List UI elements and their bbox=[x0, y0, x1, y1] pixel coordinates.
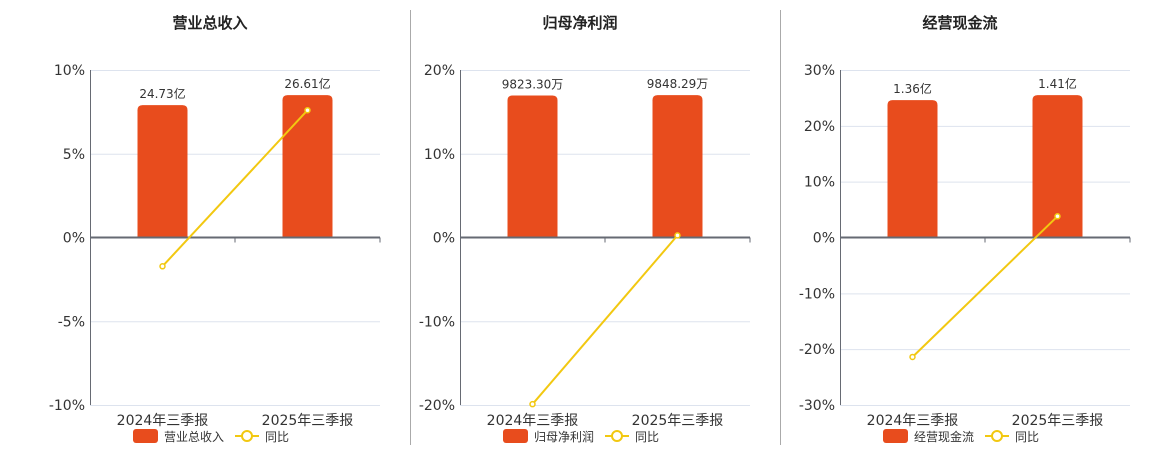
bar[interactable] bbox=[1032, 95, 1083, 238]
y-tick-label: 10% bbox=[424, 147, 455, 163]
yoy-point[interactable] bbox=[1054, 213, 1061, 220]
yoy-point[interactable] bbox=[159, 263, 166, 270]
yoy-point[interactable] bbox=[304, 106, 311, 114]
y-tick-label: 10% bbox=[804, 175, 835, 191]
legend-bar-label[interactable]: 经营现金流 bbox=[914, 429, 974, 444]
y-tick-label: -10% bbox=[419, 314, 455, 330]
y-tick-label: -20% bbox=[419, 398, 455, 414]
y-tick-label: -5% bbox=[58, 314, 85, 330]
legend-line-marker bbox=[611, 430, 623, 442]
legend-bar-label[interactable]: 归母净利润 bbox=[534, 430, 594, 444]
bar[interactable] bbox=[137, 105, 188, 238]
y-tick-label: 0% bbox=[813, 231, 835, 247]
legend-bar-label[interactable]: 营业总收入 bbox=[164, 430, 224, 444]
legend-bar-swatch[interactable] bbox=[503, 429, 528, 443]
y-tick-label: -10% bbox=[799, 286, 835, 302]
y-tick-label: 0% bbox=[63, 231, 85, 247]
x-tick-label: 2024年三季报 bbox=[867, 413, 959, 429]
bar[interactable] bbox=[282, 95, 333, 238]
bar-data-label: 1.36亿 bbox=[893, 81, 932, 96]
yoy-line bbox=[161, 109, 309, 267]
bar[interactable] bbox=[652, 95, 703, 238]
legend-bar-swatch[interactable] bbox=[883, 429, 908, 443]
chart-title: 经营现金流 bbox=[922, 14, 997, 32]
legend-line-label[interactable]: 同比 bbox=[635, 430, 659, 444]
bar-data-label: 24.73亿 bbox=[139, 86, 185, 101]
chart-panel: 经营现金流 30% 20% 10% 0% -10% -20% -30% 1.36亿 2024年三季… bbox=[799, 14, 1131, 444]
y-tick-label: 30% bbox=[804, 63, 835, 79]
y-tick-label: 20% bbox=[424, 63, 455, 79]
x-tick-label: 2025年三季报 bbox=[632, 413, 724, 429]
legend-bar-swatch[interactable] bbox=[133, 429, 158, 443]
y-tick-label: -30% bbox=[799, 398, 835, 414]
yoy-line bbox=[911, 215, 1059, 358]
legend-line-marker bbox=[991, 430, 1003, 442]
y-tick-label: 0% bbox=[433, 231, 455, 247]
x-tick-label: 2025年三季报 bbox=[262, 413, 354, 429]
y-tick-label: -20% bbox=[799, 342, 835, 358]
chart-title: 营业总收入 bbox=[172, 14, 247, 32]
bar-data-label: 9823.30万 bbox=[502, 77, 564, 91]
legend-line-label[interactable]: 同比 bbox=[265, 430, 289, 444]
x-tick-label: 2024年三季报 bbox=[487, 413, 579, 429]
chart-panel: 归母净利润 20% 10% 0% -10% -20% 9823.30万 2024年三季报 984… bbox=[419, 14, 751, 444]
chart-panel: 营业总收入 10% 5% 0% -5% -10% 24.73亿 2024年三季报 26.61亿 2… bbox=[49, 14, 381, 444]
legend-line-marker bbox=[241, 430, 253, 442]
bar-data-label: 9848.29万 bbox=[647, 77, 709, 91]
bar-data-label: 26.61亿 bbox=[284, 76, 330, 91]
y-tick-label: -10% bbox=[49, 398, 85, 414]
y-tick-label: 10% bbox=[54, 63, 85, 79]
legend-line-label[interactable]: 同比 bbox=[1015, 430, 1039, 444]
x-tick-label: 2024年三季报 bbox=[117, 413, 209, 429]
yoy-line bbox=[531, 234, 679, 405]
y-tick-label: 20% bbox=[804, 119, 835, 135]
y-tick-label: 5% bbox=[63, 147, 85, 163]
yoy-point[interactable] bbox=[909, 353, 916, 361]
yoy-point[interactable] bbox=[529, 400, 536, 408]
yoy-point[interactable] bbox=[674, 232, 681, 239]
x-tick-label: 2025年三季报 bbox=[1012, 413, 1104, 429]
bar[interactable] bbox=[887, 100, 938, 238]
bar[interactable] bbox=[507, 95, 558, 238]
bar-data-label: 1.41亿 bbox=[1038, 76, 1077, 91]
chart-title: 归母净利润 bbox=[542, 14, 617, 32]
